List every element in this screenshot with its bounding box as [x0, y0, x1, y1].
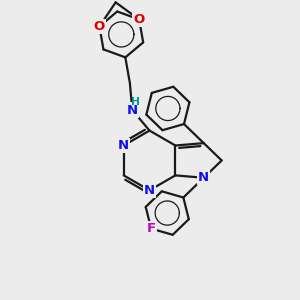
- Text: F: F: [147, 222, 156, 235]
- Text: H: H: [130, 97, 140, 107]
- Text: N: N: [144, 184, 155, 197]
- Text: N: N: [127, 103, 138, 116]
- Text: N: N: [118, 139, 129, 152]
- Text: N: N: [198, 171, 209, 184]
- Text: O: O: [94, 20, 105, 33]
- Text: O: O: [134, 13, 145, 26]
